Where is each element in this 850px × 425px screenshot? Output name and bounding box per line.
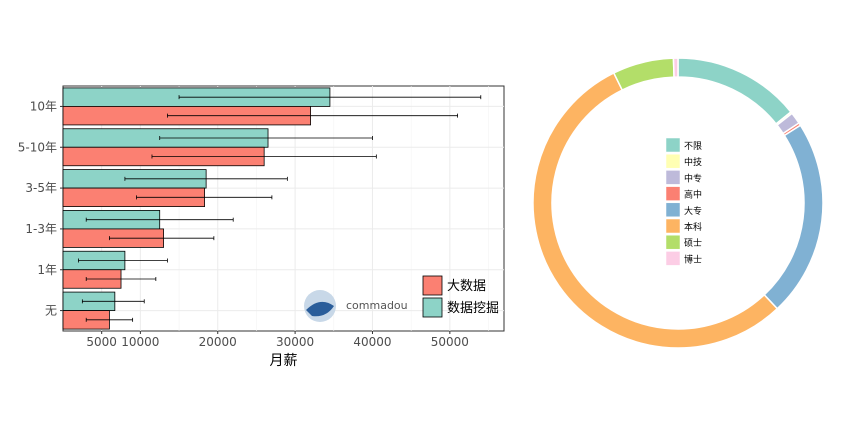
error-bars	[78, 95, 482, 322]
x-axis-title: 月薪	[270, 353, 298, 369]
donut-legend-swatch	[665, 234, 681, 250]
donut-legend-label: 不限	[684, 141, 702, 152]
legend-swatch	[422, 275, 443, 296]
donut-legend-label: 中专	[684, 172, 702, 184]
donut-legend-swatch	[665, 202, 681, 218]
x-tick-label: 5000	[86, 335, 117, 349]
y-tick-label: 10年	[30, 99, 57, 113]
donut-slice	[672, 57, 679, 78]
donut-slice	[532, 71, 779, 349]
donut-legend-label: 中技	[684, 156, 702, 168]
y-tick-label: 3-5年	[25, 181, 57, 195]
y-tick-labels: 10年 5-10年 3-5年 1-3年 1年无	[18, 99, 63, 318]
x-tick-labels: 5000 10000 20000 30000 40000 50000	[86, 331, 469, 349]
donut-legend-label: 硕士	[684, 237, 702, 249]
y-tick-label: 1-3年	[25, 222, 57, 236]
donut-legend-swatch	[665, 251, 681, 266]
x-tick-label: 10000	[121, 335, 159, 349]
x-tick-label: 20000	[199, 335, 237, 349]
donut-slice	[763, 124, 824, 310]
x-tick-label: 50000	[431, 335, 469, 349]
donut-slice	[677, 57, 792, 125]
x-tick-label: 40000	[353, 335, 391, 349]
y-tick-label: 5-10年	[18, 140, 57, 154]
donut-slice	[612, 57, 675, 92]
donut-legend-label: 博士	[684, 253, 702, 265]
donut-legend-swatch	[665, 137, 681, 153]
donut-legend-label: 高中	[684, 189, 702, 201]
y-tick-label: 1年	[37, 263, 57, 277]
legend-label: 数据挖掘	[447, 301, 499, 316]
legend-swatch	[422, 297, 443, 318]
legend-label: 大数据	[447, 279, 486, 294]
donut-legend-label: 本科	[684, 221, 702, 233]
donut-legend-swatch	[665, 186, 681, 201]
donut-slices	[532, 57, 824, 349]
donut-legend-swatch	[665, 170, 681, 185]
bar-chart: 10年 5-10年 3-5年 1-3年 1年无 5000 10000 20000 30000 4…	[18, 85, 505, 369]
watermark-text: commadou	[346, 299, 408, 312]
donut-legend-swatch	[665, 153, 681, 169]
watermark-logo-shape	[306, 301, 334, 317]
donut-legend-label: 大专	[684, 205, 702, 217]
x-tick-label: 30000	[276, 335, 314, 349]
y-tick-label: 无	[45, 304, 57, 318]
watermark: commadou	[304, 290, 408, 322]
donut-legend-swatch	[665, 218, 681, 234]
